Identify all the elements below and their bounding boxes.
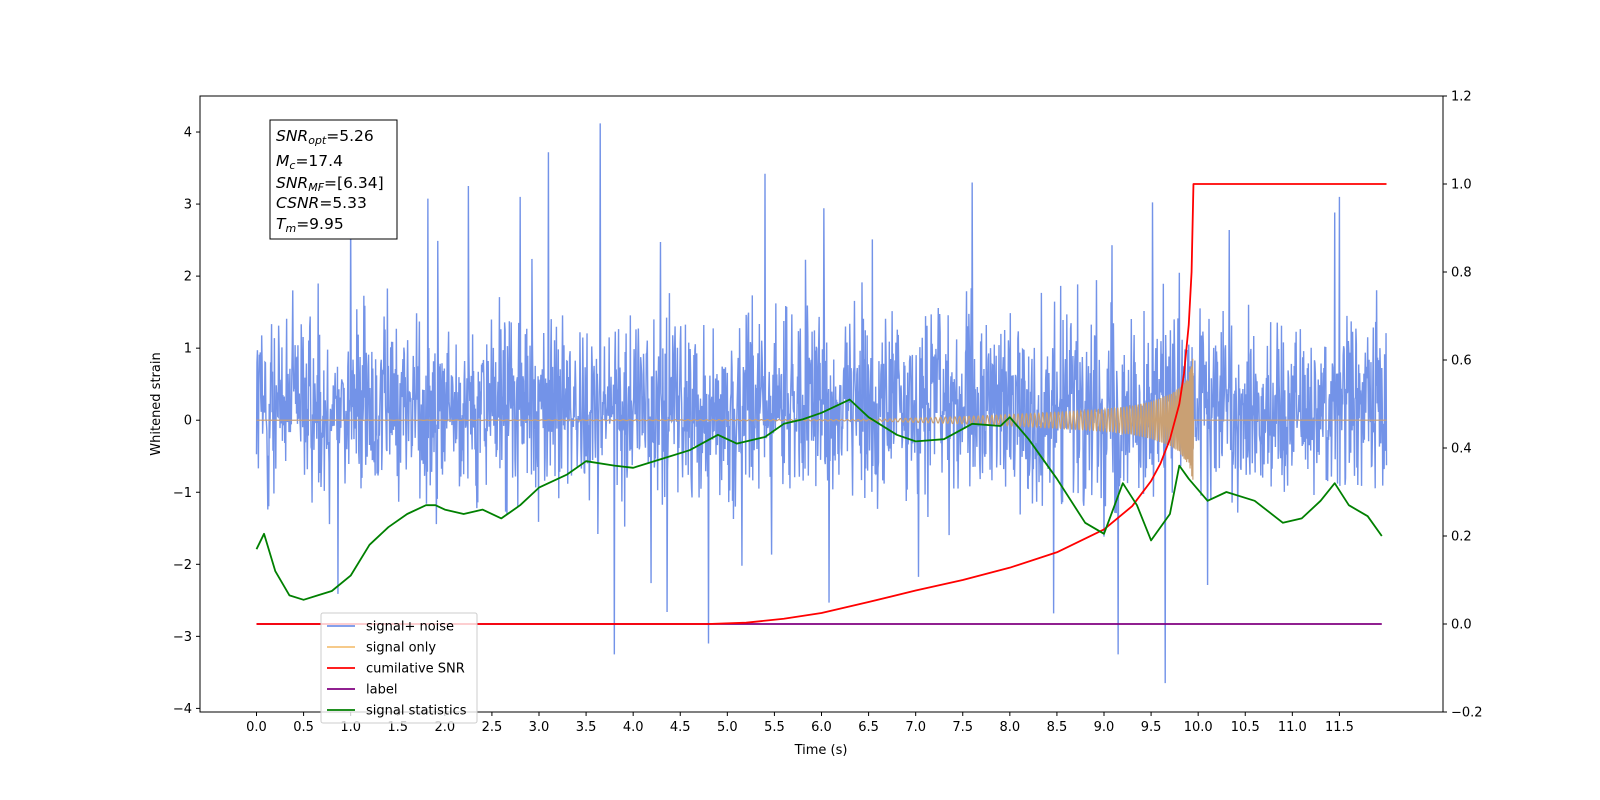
x-tick-label: 4.5 xyxy=(670,720,691,735)
annotation-mc: Mc=17.4 xyxy=(276,152,343,172)
annotation-tm: Tm=9.95 xyxy=(276,215,344,235)
y-tick-label-right: 0.0 xyxy=(1451,618,1472,633)
y-tick-label-left: −1 xyxy=(173,486,192,501)
y-tick-label-right: 0.8 xyxy=(1451,266,1472,281)
x-tick-label: 11.5 xyxy=(1325,720,1354,735)
plot-area xyxy=(255,123,1388,684)
legend-label: signal only xyxy=(366,641,436,656)
x-tick-label: 10.5 xyxy=(1231,720,1260,735)
x-tick-label: 1.5 xyxy=(387,720,408,735)
x-tick-label: 11.0 xyxy=(1278,720,1307,735)
y-tick-label-left: −2 xyxy=(173,558,192,573)
x-tick-label: 6.0 xyxy=(811,720,832,735)
x-tick-label: 8.0 xyxy=(999,720,1020,735)
x-tick-label: 7.0 xyxy=(905,720,926,735)
x-tick-label: 8.5 xyxy=(1047,720,1068,735)
y-axis-label-left: Whitened strain xyxy=(149,352,164,455)
annotation-snr-mf: SNRMF=[6.34] xyxy=(276,174,384,194)
series-signal-noise xyxy=(255,123,1388,684)
x-tick-label: 0.0 xyxy=(246,720,267,735)
legend-label: signal statistics xyxy=(366,704,467,719)
legend-box xyxy=(320,612,478,724)
y-tick-label-left: −4 xyxy=(173,702,192,717)
x-tick-label: 10.0 xyxy=(1184,720,1213,735)
x-tick-label: 6.5 xyxy=(858,720,879,735)
y-tick-label-left: 3 xyxy=(184,198,192,213)
x-tick-label: 5.5 xyxy=(764,720,785,735)
x-tick-label: 2.5 xyxy=(482,720,503,735)
x-tick-label: 0.5 xyxy=(293,720,314,735)
x-tick-label: 7.5 xyxy=(952,720,973,735)
series-signal-statistics xyxy=(255,398,1383,601)
legend-label: signal+ noise xyxy=(366,620,454,635)
y-tick-label-right: 1.2 xyxy=(1451,90,1472,105)
stats-annotation: SNRopt=5.26 Mc=17.4 SNRMF=[6.34] CSNR=5.… xyxy=(269,119,398,240)
x-tick-label: 3.0 xyxy=(529,720,550,735)
y-tick-label-left: −3 xyxy=(173,630,192,645)
axes: 0.0 0.5 1.0 1.5 2.0 2.5 3.0 3.5 4.0 4.5 5.0 5.5 6.0 6… xyxy=(173,90,1483,736)
series-signal-only xyxy=(256,358,1387,480)
x-axis-label: Time (s) xyxy=(794,743,848,758)
y-tick-label-left: 4 xyxy=(184,126,192,141)
y-tick-label-left: 0 xyxy=(184,414,192,429)
legend-label: cumilative SNR xyxy=(366,662,465,677)
legend-label: label xyxy=(366,683,397,698)
x-tick-label: 1.0 xyxy=(340,720,361,735)
x-tick-label: 3.5 xyxy=(576,720,597,735)
y-tick-label-right: 0.6 xyxy=(1451,354,1472,369)
x-tick-label: 2.0 xyxy=(434,720,455,735)
y-tick-label-left: 2 xyxy=(184,270,192,285)
annotation-csnr: CSNR=5.33 xyxy=(276,194,367,212)
y-tick-label-right: 0.4 xyxy=(1451,442,1472,457)
annotation-box xyxy=(269,119,398,240)
y-tick-label-right: −0.2 xyxy=(1451,706,1483,721)
y-tick-label-right: 1.0 xyxy=(1451,178,1472,193)
x-tick-label: 4.0 xyxy=(623,720,644,735)
x-tick-label: 9.0 xyxy=(1094,720,1115,735)
y-tick-label-right: 0.2 xyxy=(1451,530,1472,545)
y-tick-label-left: 1 xyxy=(184,342,192,357)
x-tick-label: 9.5 xyxy=(1141,720,1162,735)
legend: signal+ noise signal only cumilative SNR la… xyxy=(320,612,478,724)
annotation-snr-opt: SNRopt=5.26 xyxy=(276,127,374,147)
x-tick-label: 5.0 xyxy=(717,720,738,735)
series-cumulative-snr xyxy=(256,183,1387,625)
